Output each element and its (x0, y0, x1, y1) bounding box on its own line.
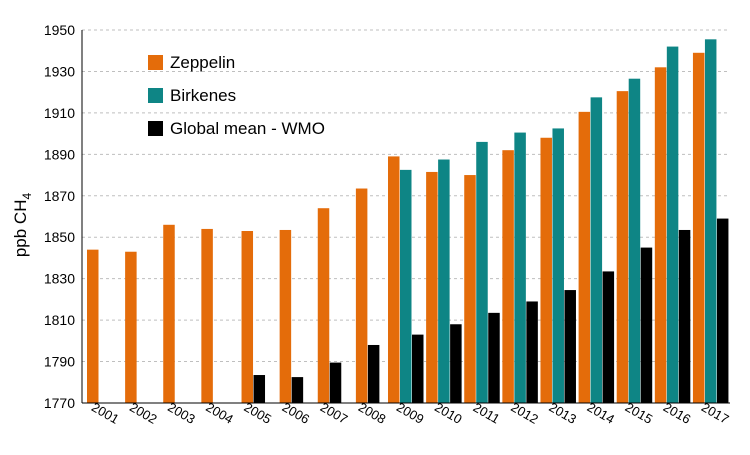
y-axis-title-text: ppb CH (11, 200, 30, 258)
bar-global-mean-wmo-2005 (253, 375, 266, 403)
bar-zeppelin-2017 (692, 52, 705, 404)
bar-zeppelin-2011 (464, 175, 476, 403)
y-axis-title-subscript: 4 (20, 193, 34, 200)
bar-global-mean-wmo-2012 (526, 301, 538, 403)
bar-zeppelin-2005 (241, 231, 254, 403)
legend-label-zeppelin: Zeppelin (170, 53, 235, 72)
bar-global-mean-wmo-2011 (488, 312, 500, 403)
x-tick-label: 2011 (471, 400, 503, 427)
legend: Zeppelin Birkenes Global mean - WMO (148, 53, 325, 138)
bar-zeppelin-2004 (201, 228, 213, 403)
bar-birkenes-2014 (590, 97, 603, 403)
bar-global-mean-wmo-2016 (678, 229, 691, 403)
legend-swatch-zeppelin (148, 55, 163, 70)
bar-zeppelin-2006 (279, 229, 292, 403)
y-tick-label: 1890 (44, 146, 75, 162)
bar-global-mean-wmo-2007 (329, 362, 342, 403)
bar-zeppelin-2016 (654, 67, 667, 404)
bar-birkenes-2015 (628, 78, 641, 404)
legend-label-global-mean-wmo: Global mean - WMO (170, 119, 325, 138)
bar-zeppelin-2012 (502, 150, 514, 403)
legend-swatch-birkenes (148, 88, 163, 103)
bar-birkenes-2013 (552, 128, 564, 404)
bar-global-mean-wmo-2015 (640, 247, 653, 403)
bar-zeppelin-2010 (426, 171, 438, 403)
y-tick-label: 1790 (44, 354, 75, 370)
bar-zeppelin-2008 (355, 188, 368, 403)
y-tick-label: 1770 (44, 395, 75, 411)
bar-zeppelin-2009 (388, 156, 400, 403)
y-tick-label: 1870 (44, 188, 75, 204)
axes (81, 30, 730, 404)
bar-zeppelin-2003 (163, 224, 175, 403)
bar-global-mean-wmo-2013 (564, 290, 576, 403)
bar-global-mean-wmo-2009 (412, 334, 424, 403)
bar-global-mean-wmo-2008 (367, 344, 380, 403)
bar-birkenes-2010 (438, 159, 450, 403)
bar-birkenes-2017 (704, 39, 717, 403)
y-tick-label: 1930 (44, 63, 75, 79)
bar-global-mean-wmo-2014 (602, 271, 615, 403)
bar-birkenes-2011 (476, 141, 488, 403)
bar-zeppelin-2002 (125, 251, 137, 403)
bar-zeppelin-2013 (540, 137, 552, 403)
bar-global-mean-wmo-2017 (716, 218, 729, 403)
y-tick-label: 1850 (44, 229, 75, 245)
bar-zeppelin-2014 (578, 111, 591, 403)
bar-birkenes-2016 (666, 46, 679, 403)
bar-zeppelin-2015 (616, 91, 629, 403)
y-tick-label: 1810 (44, 312, 75, 328)
legend-label-birkenes: Birkenes (170, 86, 236, 105)
bar-birkenes-2012 (514, 132, 526, 403)
bar-zeppelin-2001 (87, 249, 99, 403)
bar-global-mean-wmo-2010 (450, 324, 462, 403)
bar-zeppelin-2007 (317, 208, 330, 403)
y-tick-label: 1950 (44, 22, 75, 38)
bars (87, 39, 729, 404)
legend-swatch-global-mean-wmo (148, 121, 163, 136)
y-tick-label: 1910 (44, 105, 75, 121)
bar-global-mean-wmo-2006 (291, 377, 304, 403)
y-tick-labels: 1770 1790 1810 1830 1850 1870 1890 1910 1930 1950 (44, 22, 75, 411)
y-tick-label: 1830 (44, 271, 75, 287)
y-axis-title: ppb CH4 (11, 193, 34, 258)
bar-birkenes-2009 (400, 169, 412, 403)
